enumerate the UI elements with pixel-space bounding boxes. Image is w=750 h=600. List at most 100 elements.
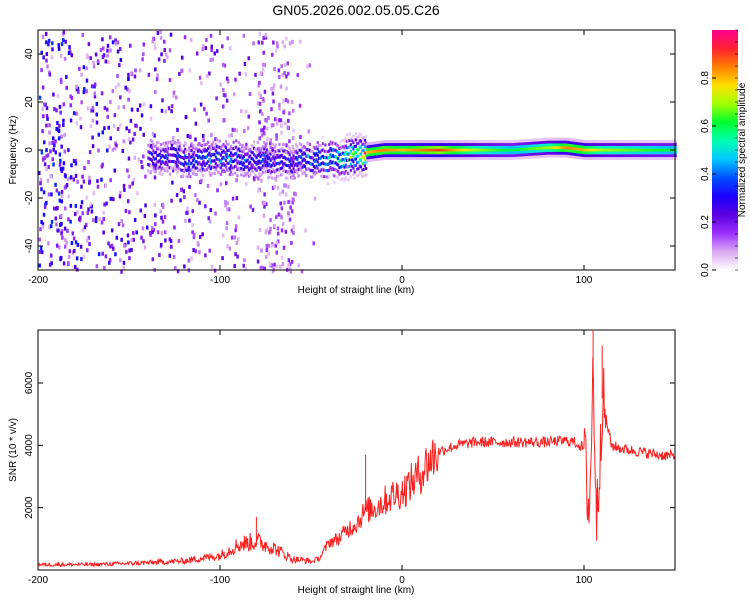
- ridge-cell: [245, 166, 248, 170]
- ridge-cell: [329, 140, 332, 144]
- ridge-cell: [376, 146, 379, 150]
- ridge-cell: [492, 145, 495, 149]
- ridge-cell: [426, 142, 429, 146]
- ridge-cell: [370, 147, 373, 151]
- ridge-cell: [317, 169, 321, 173]
- ridge-cell: [251, 151, 254, 155]
- ridge-cell: [446, 140, 449, 144]
- noise-speck: [100, 164, 104, 169]
- ridge-cell: [154, 144, 158, 148]
- ridge-cell: [427, 140, 430, 144]
- ridge-cell: [292, 154, 295, 158]
- noise-speck: [68, 48, 72, 53]
- ridge-cell: [478, 154, 481, 158]
- noise-speck: [74, 158, 78, 163]
- noise-speck: [68, 249, 72, 254]
- ridge-cell: [647, 156, 651, 160]
- noise-speck: [183, 264, 186, 269]
- noise-speck: [226, 244, 229, 249]
- ridge-cell: [447, 148, 451, 152]
- ridge-cell: [563, 154, 566, 158]
- noise-speck: [122, 139, 126, 144]
- ridge-cell: [319, 144, 322, 148]
- noise-speck: [275, 240, 279, 245]
- ridge-cell: [435, 151, 438, 155]
- ridge-cell: [191, 159, 194, 163]
- ridge-cell: [534, 149, 537, 153]
- ridge-cell: [450, 145, 453, 149]
- ridge-cell: [368, 156, 372, 160]
- ridge-cell: [260, 172, 263, 176]
- ridge-cell: [244, 146, 247, 150]
- noise-speck: [260, 128, 263, 133]
- noise-speck: [270, 123, 274, 128]
- ridge-cell: [577, 144, 581, 148]
- ridge-cell: [654, 140, 657, 144]
- ridge-cell: [272, 155, 275, 159]
- ridge-cell: [557, 151, 560, 155]
- noise-speck: [81, 211, 84, 216]
- ridge-cell: [265, 141, 268, 145]
- ridge-cell: [179, 167, 182, 171]
- noise-speck: [69, 219, 72, 224]
- ridge-cell: [308, 162, 312, 166]
- ridge-cell: [193, 144, 196, 148]
- noise-speck: [130, 107, 134, 112]
- ridge-cell: [256, 147, 259, 151]
- noise-speck: [287, 211, 290, 216]
- ridge-cell: [666, 156, 670, 160]
- ridge-cell: [668, 140, 671, 144]
- noise-speck: [183, 35, 187, 40]
- ridge-cell: [426, 154, 429, 158]
- ridge-cell: [627, 148, 630, 152]
- ridge-cell: [435, 145, 438, 149]
- noise-speck: [161, 202, 165, 207]
- noise-speck: [46, 64, 49, 69]
- noise-speck: [94, 52, 98, 57]
- ridge-cell: [493, 156, 496, 160]
- ridge-cell: [249, 147, 252, 151]
- ridge-cell: [156, 141, 159, 145]
- ridge-cell: [210, 159, 214, 163]
- ridge-cell: [435, 148, 438, 152]
- ridge-cell: [595, 145, 598, 149]
- ridge-cell: [334, 142, 337, 146]
- ridge-cell: [384, 151, 387, 155]
- ridge-cell: [363, 157, 366, 161]
- ridge-cell: [605, 148, 609, 152]
- noise-speck: [190, 143, 193, 148]
- ridge-cell: [398, 154, 401, 158]
- ridge-cell: [503, 145, 507, 149]
- ridge-cell: [361, 174, 364, 178]
- ridge-cell: [254, 167, 257, 171]
- ridge-cell: [373, 146, 377, 150]
- noise-speck: [121, 223, 125, 228]
- noise-speck: [130, 71, 133, 76]
- ridge-cell: [557, 137, 560, 141]
- noise-speck: [112, 123, 116, 128]
- ridge-cell: [247, 149, 251, 153]
- ridge-cell: [489, 145, 493, 149]
- ridge-cell: [156, 160, 159, 164]
- ridge-cell: [270, 176, 273, 180]
- noise-speck: [291, 144, 294, 149]
- ridge-cell: [412, 148, 415, 152]
- noise-speck: [60, 199, 64, 204]
- ridge-cell: [348, 151, 351, 155]
- noise-speck: [192, 235, 196, 240]
- ridge-cell: [658, 145, 661, 149]
- ridge-cell: [187, 159, 191, 163]
- ridge-cell: [159, 155, 163, 159]
- ridge-cell: [501, 142, 504, 146]
- ridge-cell: [268, 175, 271, 179]
- noise-speck: [45, 148, 48, 153]
- snr-x-tick-label: 0: [399, 575, 405, 586]
- ridge-cell: [390, 151, 393, 155]
- noise-speck: [209, 33, 213, 38]
- ridge-cell: [227, 168, 230, 172]
- noise-speck: [224, 181, 228, 186]
- ridge-cell: [193, 157, 196, 161]
- ridge-cell: [421, 156, 424, 160]
- ridge-cell: [242, 161, 245, 165]
- ridge-cell: [472, 140, 475, 144]
